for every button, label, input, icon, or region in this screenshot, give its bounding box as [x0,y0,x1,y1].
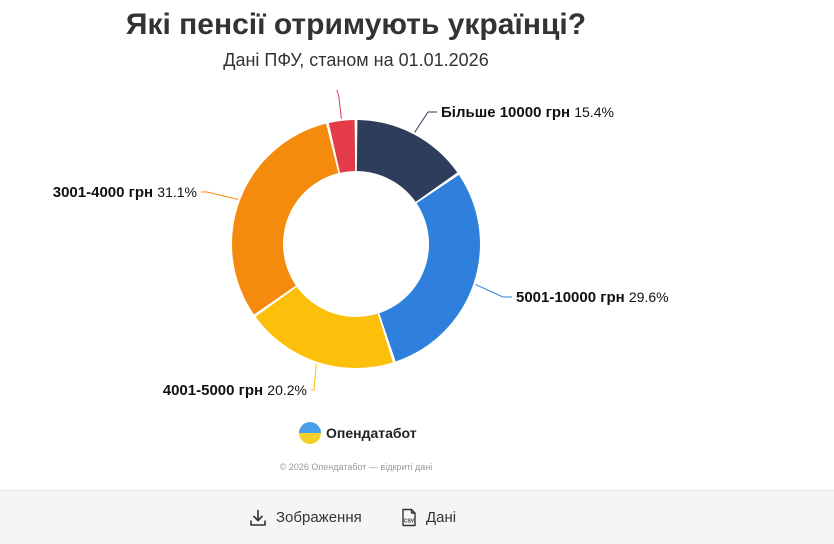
donut-slice[interactable] [328,120,356,173]
donut-slice[interactable] [379,174,480,362]
csv-icon-text: CSV [404,519,415,525]
donut-chart: Більше 10000 грн 15.4% 5001-10000 грн 29.… [53,89,669,399]
label-connector [475,283,512,298]
download-icon [250,509,266,526]
download-image-button[interactable]: Зображення [249,491,362,544]
slice-label: 3001-4000 грн 31.1% [53,184,197,201]
copyright-text: © 2026 Опендатабот — відкриті дані [279,462,433,472]
donut-slice[interactable] [255,286,393,368]
slice-label: Більше 10000 грн 15.4% [441,104,614,121]
opendatabot-logo-icon [299,422,321,444]
donut-slice[interactable] [232,123,339,315]
opendatabot-logo[interactable]: Опендатабот [299,422,417,444]
download-data-label: Дані [426,509,457,526]
chart-title: Які пенсії отримують українці? [125,8,587,41]
download-data-button[interactable]: CSV Дані [401,491,456,544]
download-image-label: Зображення [276,509,362,526]
footer-toolbar: Зображення CSV Дані [0,490,834,544]
chart-subtitle: Дані ПФУ, станом на 01.01.2026 [223,50,489,70]
slice-label: 5001-10000 грн 29.6% [516,289,669,306]
label-connector [414,111,437,133]
logo-text: Опендатабот [326,425,417,441]
csv-file-icon: CSV [402,508,416,527]
label-connector [336,89,342,119]
donut-slice[interactable] [356,120,458,202]
label-connector [201,191,239,200]
slice-label: 4001-5000 грн 20.2% [163,382,307,399]
label-connector [311,363,317,391]
